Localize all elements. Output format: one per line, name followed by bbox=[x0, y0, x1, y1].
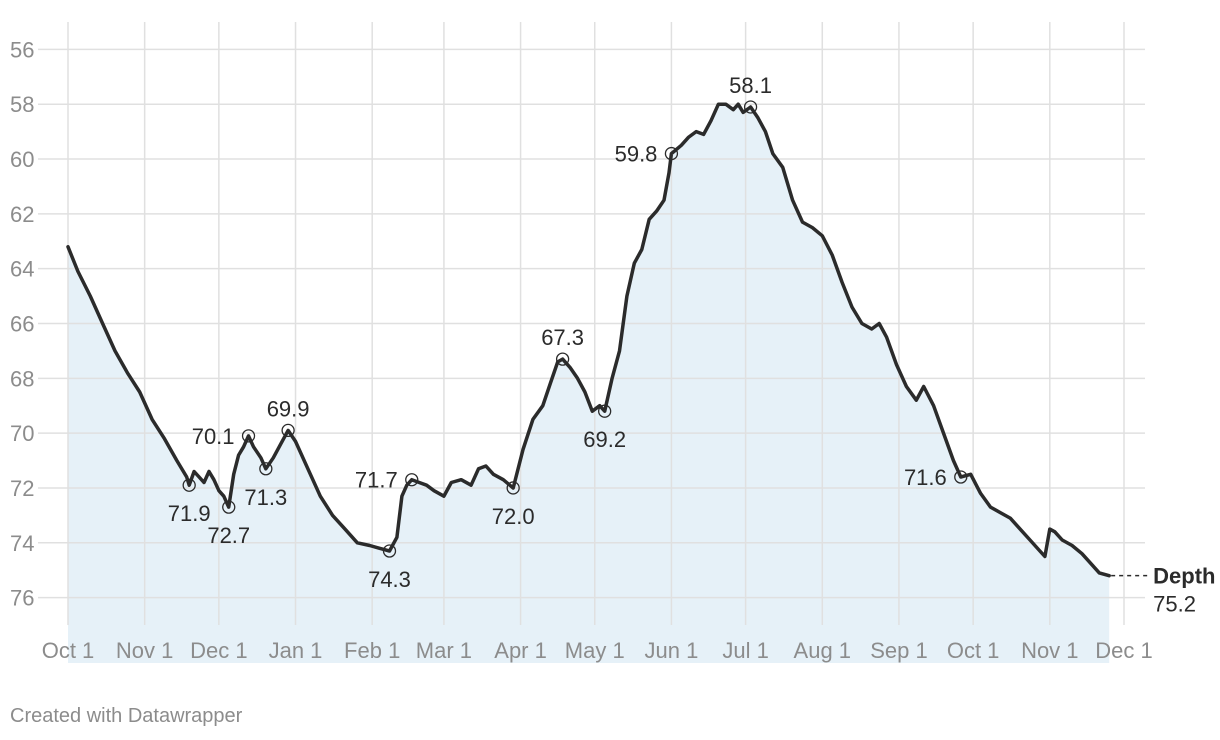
y-tick-label: 60 bbox=[10, 147, 34, 172]
area-layer bbox=[68, 104, 1110, 663]
y-tick-label: 56 bbox=[10, 37, 34, 62]
x-tick-label: Sep 1 bbox=[870, 638, 928, 663]
y-tick-label: 58 bbox=[10, 92, 34, 117]
x-tick-label: May 1 bbox=[565, 638, 625, 663]
grid-layer bbox=[38, 22, 1145, 625]
y-axis: 56 58 60 62 64 66 68 70 72 74 76 bbox=[10, 37, 34, 610]
area-fill bbox=[68, 104, 1110, 625]
annotation-marker bbox=[598, 404, 612, 418]
annotation-layer: 71.972.7 70.1 71.3 69.9 74.3 71.7 72.0 67.3 69.2… bbox=[168, 73, 968, 592]
x-axis: Oct 1 Nov 1 Dec 1 Jan 1 Feb 1 Mar 1 Apr 1 May 1… bbox=[42, 638, 1153, 663]
annotation-label: 71.6 bbox=[904, 465, 947, 490]
x-tick-label: Nov 1 bbox=[1021, 638, 1078, 663]
y-tick-label: 62 bbox=[10, 202, 34, 227]
x-tick-label: Jun 1 bbox=[645, 638, 699, 663]
series-name-label: Depth bbox=[1153, 564, 1215, 589]
annotation-label: 69.9 bbox=[267, 396, 310, 421]
annotation-label: 71.9 bbox=[168, 501, 211, 526]
annotation-marker bbox=[555, 352, 570, 366]
y-tick-label: 72 bbox=[10, 476, 34, 501]
x-tick-label: Dec 1 bbox=[1095, 638, 1152, 663]
annotation-label: 72.0 bbox=[492, 504, 535, 529]
y-tick-label: 70 bbox=[10, 421, 34, 446]
annotation-marker bbox=[664, 146, 679, 161]
annotation-marker bbox=[182, 478, 196, 492]
annotation-label: 71.3 bbox=[244, 485, 287, 510]
x-axis-band bbox=[68, 625, 1110, 663]
annotation-marker bbox=[259, 462, 273, 476]
y-tick-label: 68 bbox=[10, 366, 34, 391]
series-end-value: 75.2 bbox=[1153, 592, 1196, 617]
x-tick-label: Feb 1 bbox=[344, 638, 400, 663]
x-tick-label: Apr 1 bbox=[494, 638, 547, 663]
credit-text: Created with Datawrapper bbox=[10, 705, 243, 727]
x-tick-label: Mar 1 bbox=[416, 638, 472, 663]
annotation-label: 59.8 bbox=[615, 142, 658, 167]
x-tick-label: Nov 1 bbox=[116, 638, 173, 663]
annotation-marker bbox=[222, 500, 236, 514]
annotation-marker bbox=[281, 423, 295, 438]
y-tick-label: 74 bbox=[10, 531, 34, 556]
series-end-label: Depth 75.2 bbox=[1111, 564, 1215, 617]
x-tick-label: Aug 1 bbox=[794, 638, 852, 663]
annotation-label: 69.2 bbox=[583, 427, 626, 452]
annotation-marker bbox=[241, 429, 256, 443]
y-tick-label: 64 bbox=[10, 257, 34, 282]
annotation-label: 74.3 bbox=[368, 567, 411, 592]
x-tick-label: Oct 1 bbox=[42, 638, 95, 663]
annotation-marker bbox=[954, 470, 968, 484]
x-tick-label: Jul 1 bbox=[722, 638, 768, 663]
x-tick-label: Jan 1 bbox=[269, 638, 323, 663]
y-tick-label: 76 bbox=[10, 586, 34, 611]
line-layer bbox=[66, 102, 1111, 578]
annotation-marker bbox=[382, 544, 397, 558]
annotation-label: 72.7 bbox=[207, 523, 250, 548]
x-tick-label: Oct 1 bbox=[947, 638, 1000, 663]
depth-line-chart: 71.972.7 70.1 71.3 69.9 74.3 71.7 72.0 67.3 69.2… bbox=[10, 22, 1215, 663]
series-line-depth bbox=[66, 102, 1111, 578]
x-tick-label: Dec 1 bbox=[190, 638, 247, 663]
annotation-label: 58.1 bbox=[729, 73, 772, 98]
annotation-marker bbox=[743, 100, 758, 114]
annotation-marker bbox=[405, 473, 419, 487]
y-tick-label: 66 bbox=[10, 312, 34, 337]
annotation-marker bbox=[506, 481, 520, 495]
annotation-label: 67.3 bbox=[541, 325, 584, 350]
annotation-label: 70.1 bbox=[192, 424, 235, 449]
annotation-label: 71.7 bbox=[355, 468, 398, 493]
